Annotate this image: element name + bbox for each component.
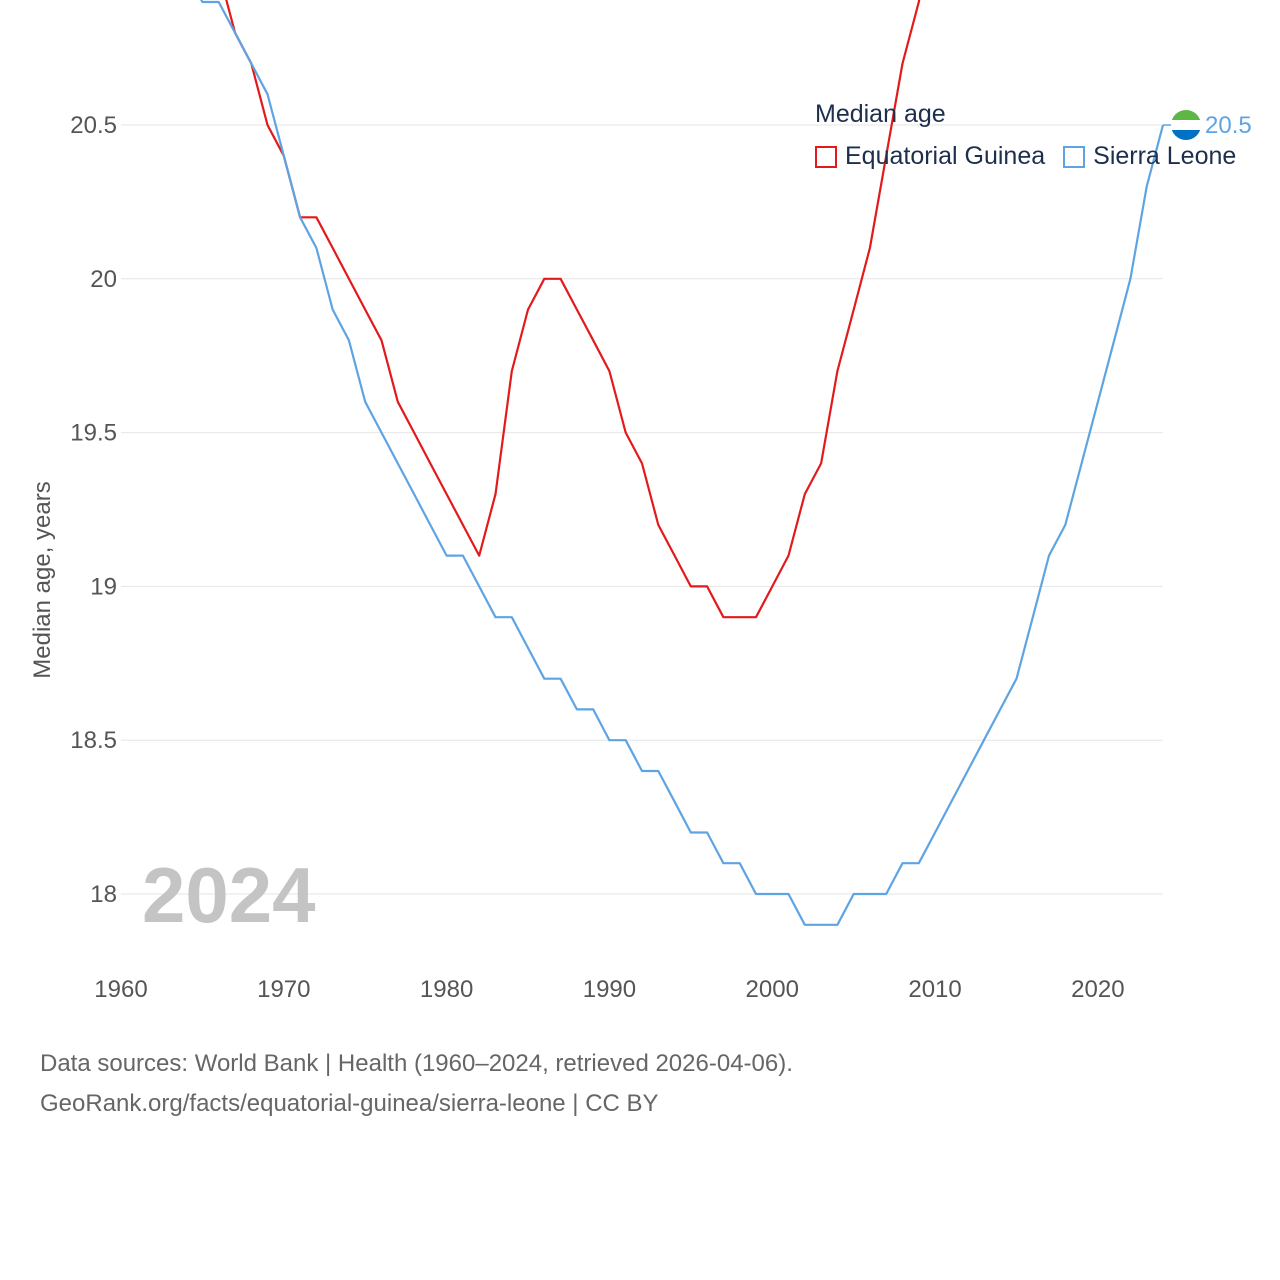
legend-label: Sierra Leone [1093,142,1237,170]
legend-item-equatorial-guinea[interactable]: Equatorial Guinea [815,142,1045,171]
series-end-labels: 2220.5 [1163,110,1252,140]
series-line-equatorial-guinea [225,0,921,619]
y-tick-label: 18.5 [70,727,117,754]
y-tick-label: 18 [90,881,117,908]
x-tick-label: 2010 [908,976,961,1003]
x-tick-label: 1960 [94,976,147,1003]
x-tick-label: 1980 [420,976,473,1003]
y-tick-label: 19.5 [70,420,117,447]
legend-title: Median age [815,100,946,128]
legend-item-sierra-leone[interactable]: Sierra Leone [1063,142,1236,171]
source-link[interactable]: GeoRank.org/facts/equatorial-guinea/sier… [40,1090,659,1117]
gridlines [121,124,1163,895]
x-tick-label: 2000 [746,976,799,1003]
current-year-label: 2024 [142,851,316,939]
data-sources-text: Data sources: World Bank | Health (1960–… [40,1050,793,1077]
legend-label: Equatorial Guinea [845,142,1046,170]
legend: Equatorial Guinea Sierra Leone [815,142,1254,171]
x-tick-label: 2020 [1071,976,1124,1003]
series-line-sierra-leone [200,0,1165,926]
y-tick-label: 20.5 [70,112,117,139]
y-tick-label: 19 [90,573,117,600]
x-tick-label: 1990 [583,976,636,1003]
x-tick-label: 1970 [257,976,310,1003]
legend-swatch-equatorial-guinea [815,145,837,168]
end-value-label: 20.5 [1205,112,1252,139]
footer: Data sources: World Bank | Health (1960–… [40,1044,793,1124]
sierra-leone-flag-icon [1171,110,1201,140]
legend-swatch-sierra-leone [1063,145,1086,168]
x-axis: 1960 1970 1980 1990 2000 2010 2020 [94,976,1124,1003]
y-axis-title: Median age, years [29,481,56,678]
y-tick-label: 20 [90,266,117,293]
series-lines [200,0,1165,926]
